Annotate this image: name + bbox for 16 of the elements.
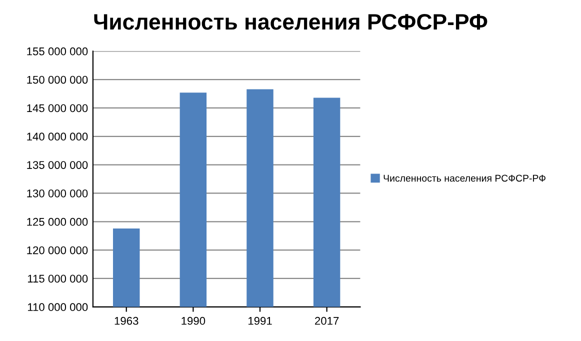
y-tick-label: 145 000 000 (27, 104, 88, 112)
y-tick-label: 110 000 000 (28, 303, 88, 312)
y-tick-label: 150 000 000 (27, 76, 88, 84)
y-tick-label: 135 000 000 (27, 161, 88, 169)
y-tick-label: 120 000 000 (27, 246, 88, 254)
chart-title: Численность населения РСФСР-РФ (94, 14, 488, 30)
y-tick-label: 115 000 000 (28, 274, 88, 283)
y-tick-label: 155 000 000 (27, 47, 88, 56)
x-tick-label: 1991 (248, 316, 272, 325)
y-tick-label: 125 000 000 (27, 218, 88, 226)
x-tick-label: 1990 (182, 316, 206, 325)
legend-label: Численность населения РСФСР-РФ (384, 174, 546, 182)
y-tick-label: 130 000 000 (27, 190, 88, 198)
x-tick-label: 1963 (114, 316, 138, 325)
x-tick-label: 2017 (315, 316, 339, 325)
y-tick-label: 140 000 000 (27, 132, 88, 141)
